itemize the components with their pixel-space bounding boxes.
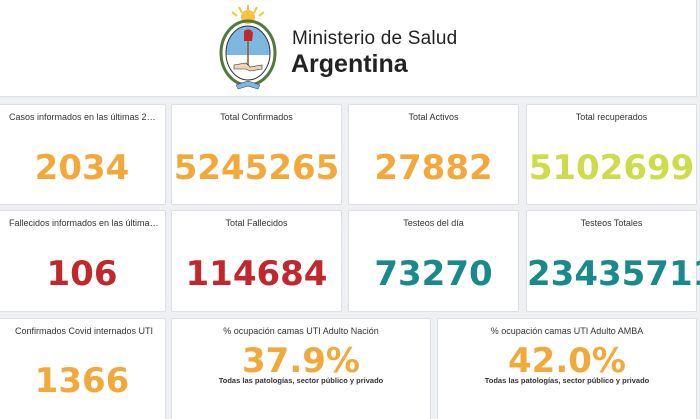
card-internados-uti: Confirmados Covid internados UTI 1366 [0,318,166,419]
card-title: Testeos Totales [580,218,643,228]
card-value: 1366 [34,361,130,401]
country-name: Argentina [291,50,408,78]
card-value: 27882 [374,148,493,188]
card-value: 23435711 [527,254,700,294]
card-title: % ocupación camas UTI Adulto Nación [223,326,379,336]
card-subtitle: Todas las patologías, sector público y p… [484,376,650,385]
card-title: Casos informados en las últimas 24 horas [9,112,159,122]
card-value: 2034 [34,148,130,188]
card-ocupacion-nacion: % ocupación camas UTI Adulto Nación 37.9… [171,318,431,419]
card-casos-24h: Casos informados en las últimas 24 horas… [0,104,166,205]
card-total-recuperados: Total recuperados 5102699 [526,104,697,205]
card-value: 42.0% [508,341,626,381]
card-value: 73270 [374,254,493,294]
card-testeos-totales: Testeos Totales 23435711 [526,210,700,312]
card-total-confirmados: Total Confirmados 5245265 [171,104,342,205]
coat-of-arms-logo [218,3,278,93]
card-title: Total Fallecidos [225,218,288,228]
card-value: 114684 [185,254,328,294]
card-total-activos: Total Activos 27882 [348,104,519,205]
card-value: 37.9% [242,341,360,381]
card-title: Confirmados Covid internados UTI [15,326,154,336]
header-banner: Ministerio de Salud Argentina [0,0,697,97]
card-title: Testeos del día [403,218,464,228]
card-ocupacion-amba: % ocupación camas UTI Adulto AMBA 42.0% … [437,318,697,419]
card-value: 5245265 [173,148,340,188]
card-total-fallecidos: Total Fallecidos 114684 [171,210,342,312]
card-subtitle: Todas las patologías, sector público y p… [218,376,384,385]
card-value: 106 [46,254,118,294]
card-fallecidos-24h: Fallecidos informados en las últimas 24 … [0,210,166,312]
card-title: % ocupación camas UTI Adulto AMBA [490,326,644,336]
card-title: Total recuperados [575,112,648,122]
ministry-name: Ministerio de Salud [292,28,458,49]
card-title: Fallecidos informados en las últimas 24 … [9,218,159,228]
card-title: Total Confirmados [220,112,293,122]
card-testeos-dia: Testeos del día 73270 [348,210,519,312]
card-value: 5102699 [528,148,695,188]
card-title: Total Activos [408,112,459,122]
